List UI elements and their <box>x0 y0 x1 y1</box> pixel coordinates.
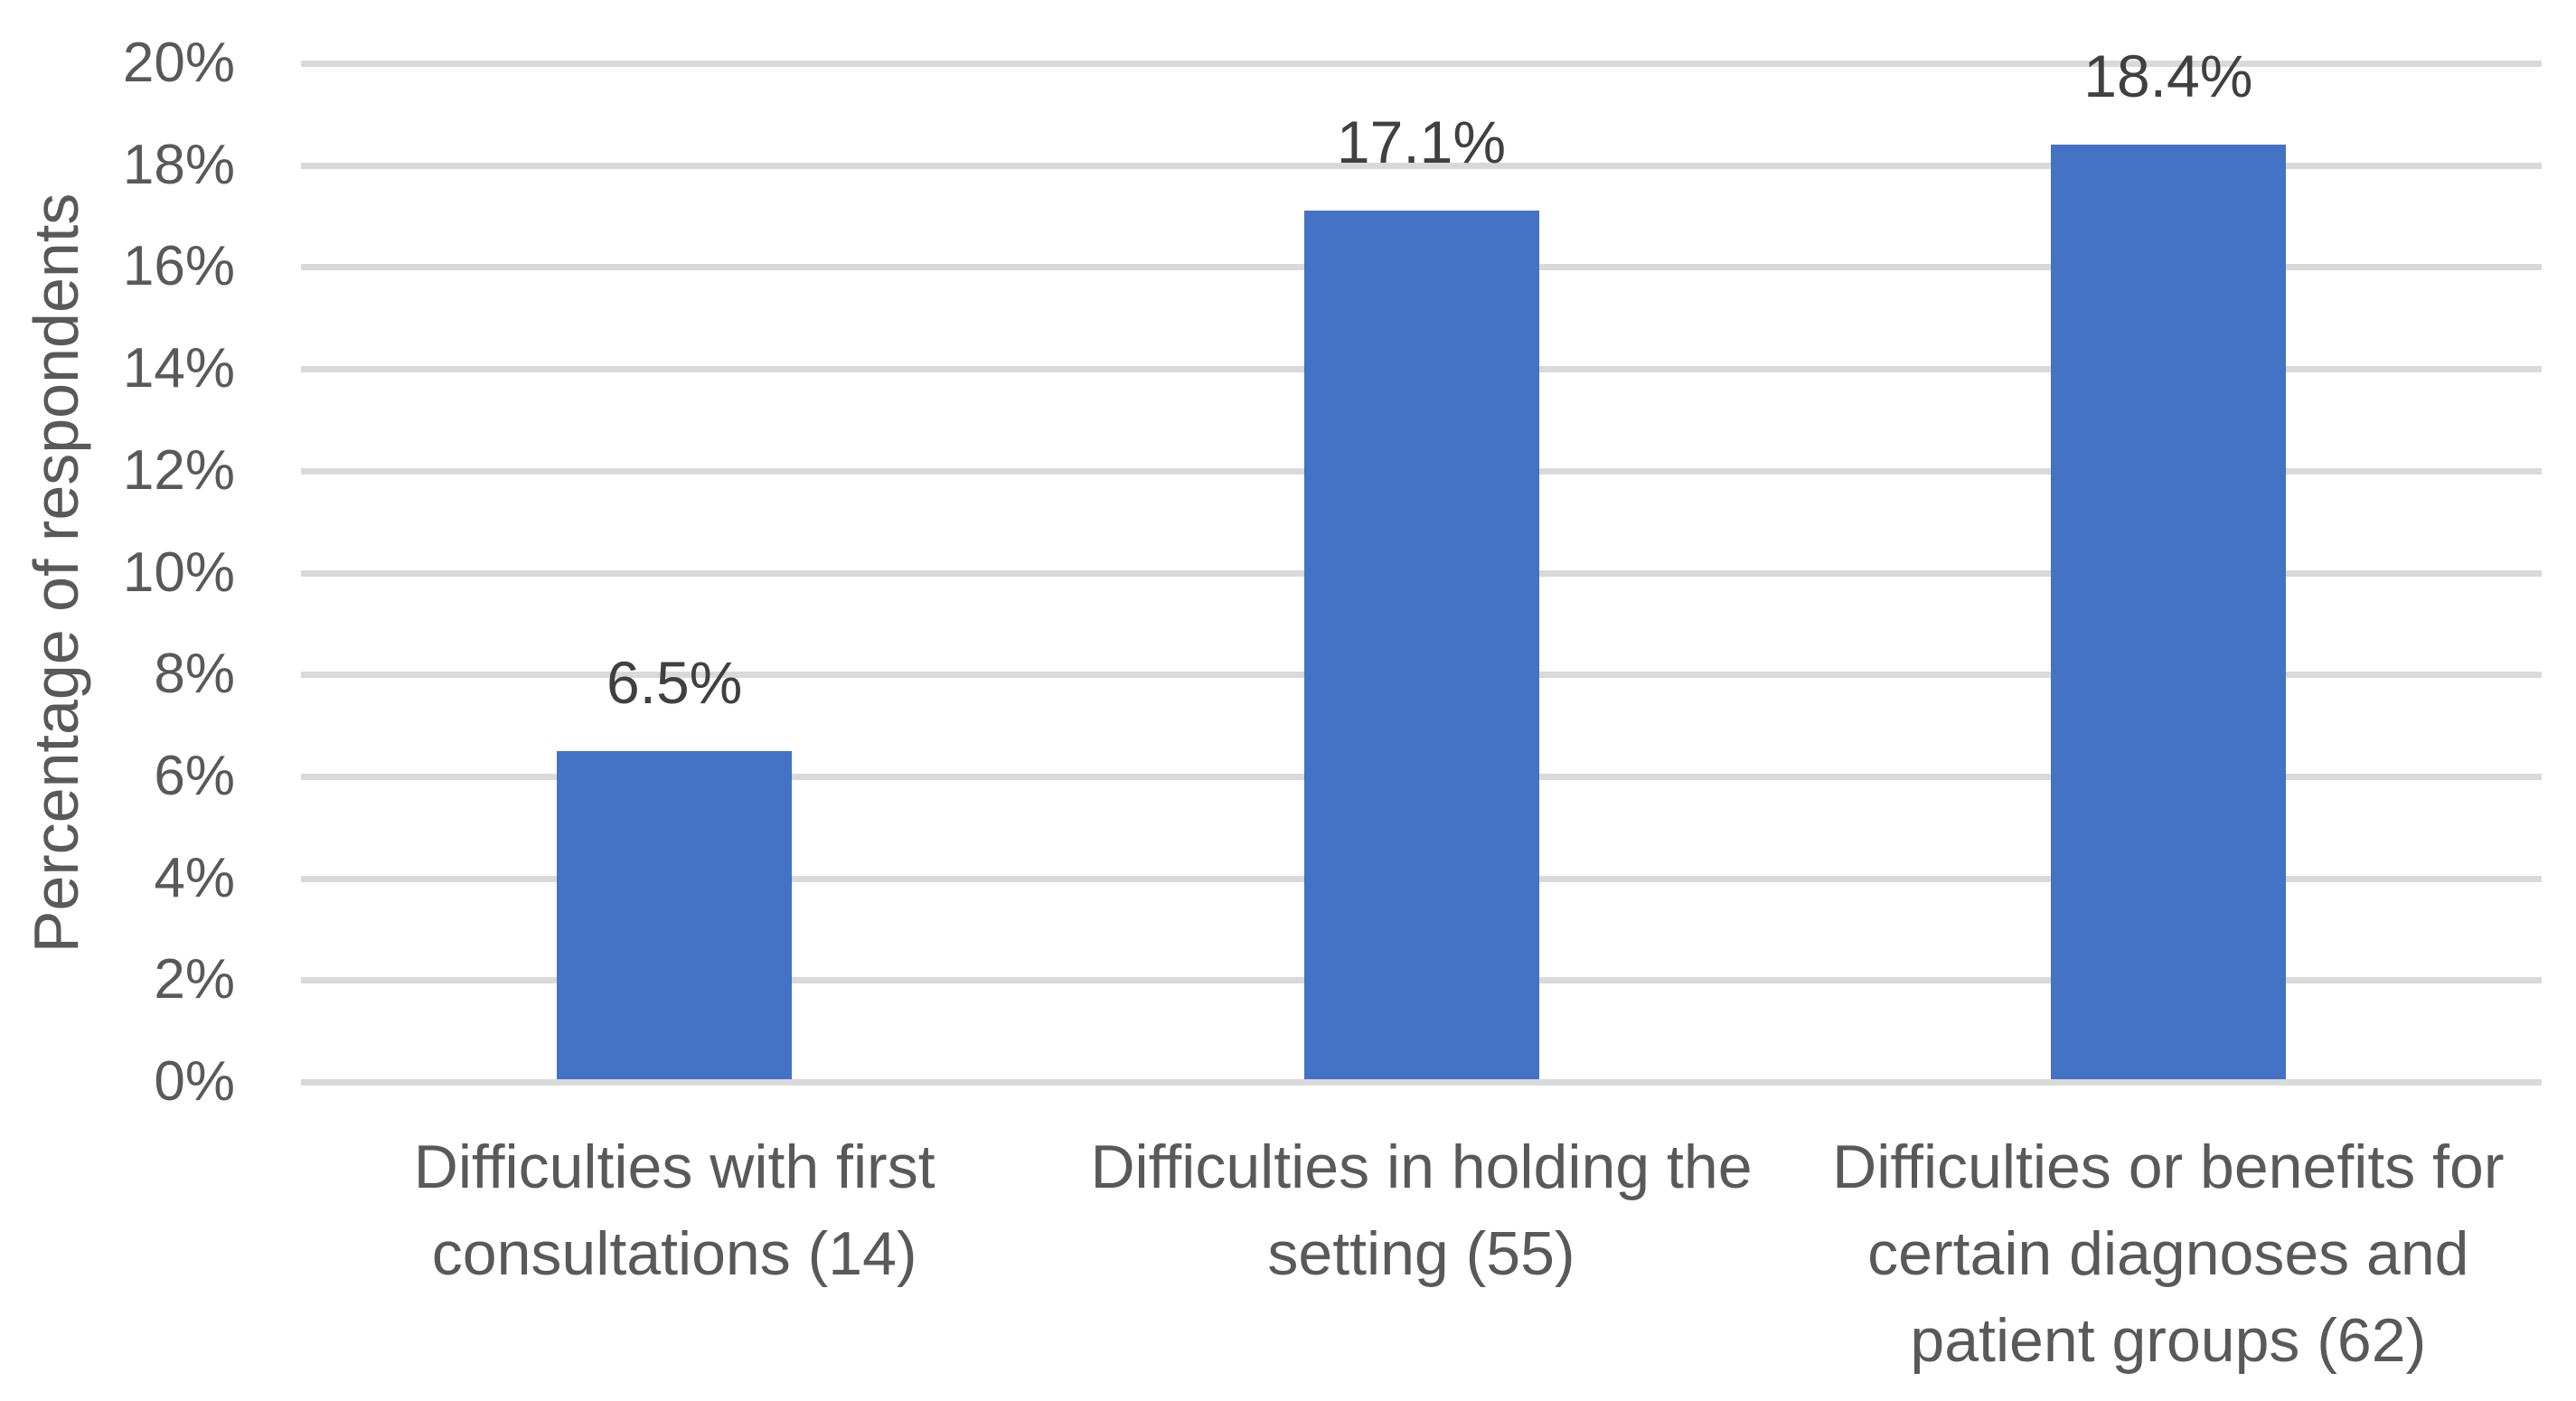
y-tick-label: 8% <box>154 643 235 706</box>
bar-value-label: 17.1% <box>1336 108 1507 176</box>
bar-value-label: 6.5% <box>606 648 743 716</box>
bar-value-label: 18.4% <box>2083 42 2253 110</box>
y-tick-label: 18% <box>122 133 235 196</box>
category-label: Difficulties in holding the setting (55) <box>1090 1133 1753 1288</box>
x-axis-line <box>301 1079 2542 1086</box>
y-tick-label: 14% <box>122 337 235 400</box>
y-tick-label: 6% <box>154 744 235 807</box>
y-tick-label: 10% <box>122 541 235 604</box>
y-tick-label: 12% <box>122 438 235 502</box>
y-tick-label: 20% <box>122 32 235 94</box>
y-tick-label: 16% <box>122 235 235 298</box>
gridline <box>301 61 2542 67</box>
category-label: Difficulties or benefits for certain dia… <box>1832 1133 2505 1375</box>
gridline <box>301 162 2542 169</box>
y-tick-label: 2% <box>154 948 235 1011</box>
bar <box>557 750 793 1081</box>
y-tick-label: 4% <box>154 846 235 909</box>
bar <box>1303 211 1539 1081</box>
y-tick-label: 0% <box>154 1050 235 1113</box>
category-label: Difficulties with first consultations (1… <box>413 1133 935 1288</box>
bar <box>2050 145 2286 1081</box>
